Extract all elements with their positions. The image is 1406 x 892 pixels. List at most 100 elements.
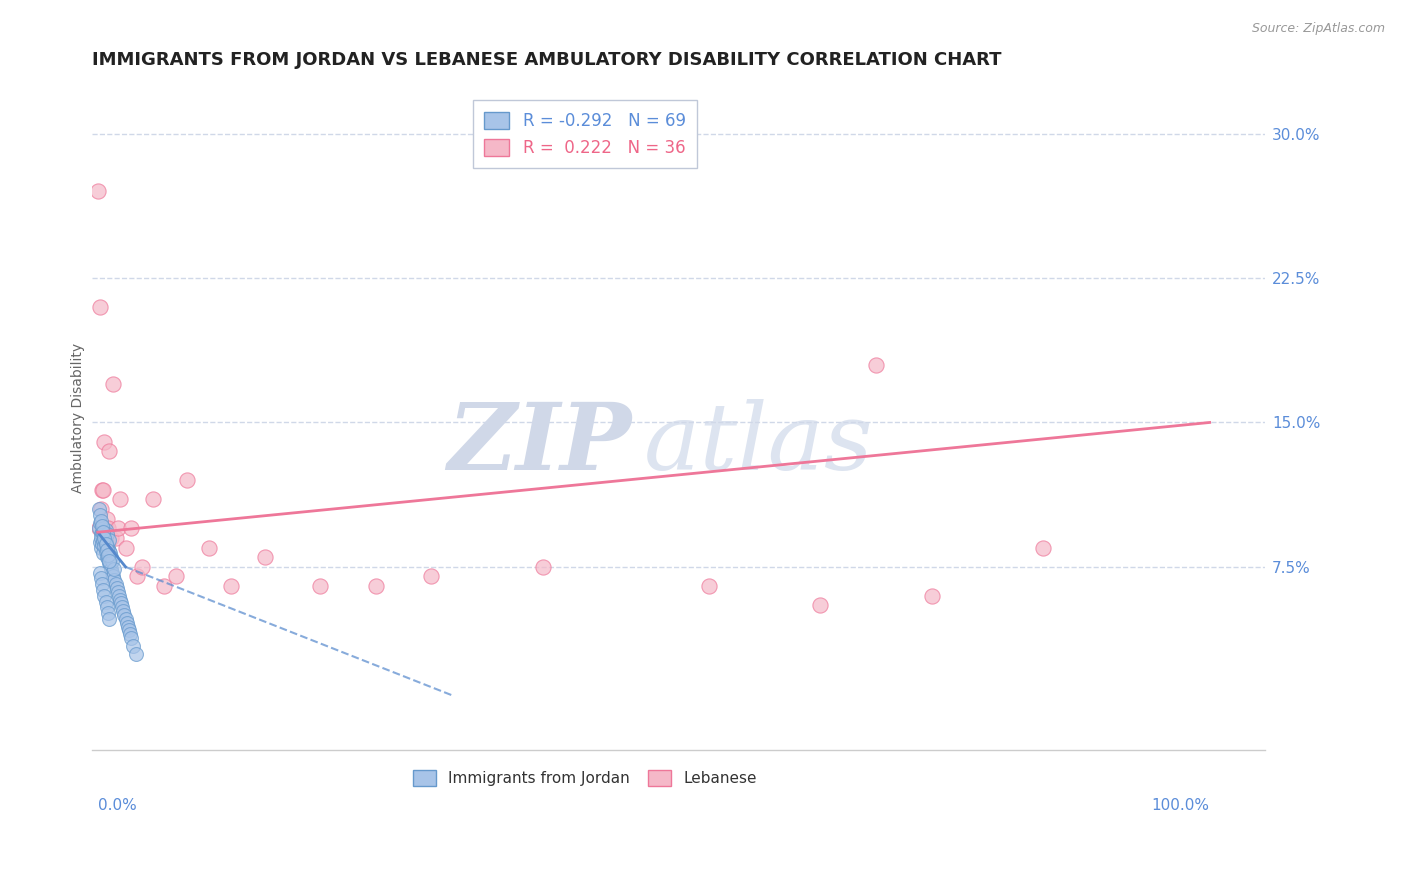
Point (89, 534, 111, 549)
Point (97, 556, 120, 570)
Point (100, 550, 122, 565)
Point (90, 514, 112, 528)
Point (91, 521, 114, 535)
Point (97, 533, 120, 547)
Point (103, 562, 125, 576)
Point (111, 600, 134, 615)
Point (97, 549, 120, 563)
Point (105, 581, 128, 595)
Point (118, 624, 141, 638)
Point (131, 560, 153, 574)
Point (97, 521, 120, 535)
Point (165, 569, 187, 583)
Point (91, 546, 114, 560)
Point (118, 627, 141, 641)
Point (90, 527, 112, 541)
Point (97, 541, 120, 555)
Point (97, 552, 120, 566)
Point (101, 554, 124, 568)
Point (142, 492, 165, 507)
Point (94, 537, 117, 551)
Point (120, 631, 142, 645)
Point (100, 531, 122, 545)
Point (117, 619, 139, 633)
Point (114, 541, 136, 555)
Point (90, 531, 112, 545)
Point (89, 566, 111, 580)
Point (108, 592, 131, 607)
Point (91, 525, 114, 540)
Point (94, 523, 117, 537)
Point (93, 531, 115, 545)
Point (91, 582, 114, 597)
Point (96, 527, 118, 541)
Point (87, 521, 110, 535)
Point (124, 647, 146, 661)
Point (253, 550, 276, 565)
Point (153, 579, 176, 593)
Point (103, 376, 125, 391)
Point (122, 639, 145, 653)
Point (108, 589, 131, 603)
Point (90, 541, 112, 555)
Point (103, 569, 125, 583)
Point (87, 185, 110, 199)
Point (115, 615, 138, 630)
Point (96, 600, 118, 615)
Point (98, 546, 121, 560)
Text: IMMIGRANTS FROM JORDAN VS LEBANESE AMBULATORY DISABILITY CORRELATION CHART: IMMIGRANTS FROM JORDAN VS LEBANESE AMBUL… (93, 51, 1001, 69)
Point (97, 544, 120, 558)
Point (107, 585, 129, 599)
Point (96, 550, 118, 565)
Point (91, 483, 114, 497)
Point (198, 541, 221, 555)
Point (531, 560, 554, 574)
Point (865, 358, 887, 372)
Point (120, 521, 142, 535)
Point (93, 589, 115, 603)
Point (90, 571, 112, 585)
Point (97, 612, 120, 626)
Point (93, 529, 115, 543)
Point (91, 537, 114, 551)
Point (110, 597, 132, 611)
Point (89, 508, 111, 522)
Point (91, 483, 114, 497)
Point (93, 539, 115, 553)
Point (364, 579, 387, 593)
Point (87, 521, 110, 535)
Point (90, 502, 112, 516)
Text: ZIP: ZIP (447, 400, 631, 489)
Point (103, 574, 125, 588)
Point (420, 569, 443, 583)
Point (101, 566, 124, 580)
Point (94, 521, 117, 535)
Point (96, 539, 118, 553)
Point (94, 594, 117, 608)
Point (96, 512, 118, 526)
Text: Source: ZipAtlas.com: Source: ZipAtlas.com (1251, 22, 1385, 36)
Point (697, 579, 720, 593)
Point (125, 569, 148, 583)
Point (97, 444, 120, 458)
Point (96, 542, 118, 557)
Point (219, 579, 242, 593)
Text: atlas: atlas (644, 400, 873, 489)
Point (810, 599, 832, 613)
Point (91, 533, 114, 547)
Point (112, 604, 135, 618)
Text: 100.0%: 100.0% (1152, 798, 1209, 813)
Point (89, 300, 111, 314)
Point (176, 473, 198, 487)
Point (91, 519, 114, 533)
Point (87, 502, 110, 516)
Point (104, 577, 127, 591)
Point (112, 607, 135, 622)
Point (94, 544, 117, 558)
Point (94, 534, 117, 549)
Point (89, 516, 111, 530)
Point (104, 531, 127, 545)
Point (108, 492, 131, 507)
Point (309, 579, 332, 593)
Text: 0.0%: 0.0% (98, 798, 136, 813)
